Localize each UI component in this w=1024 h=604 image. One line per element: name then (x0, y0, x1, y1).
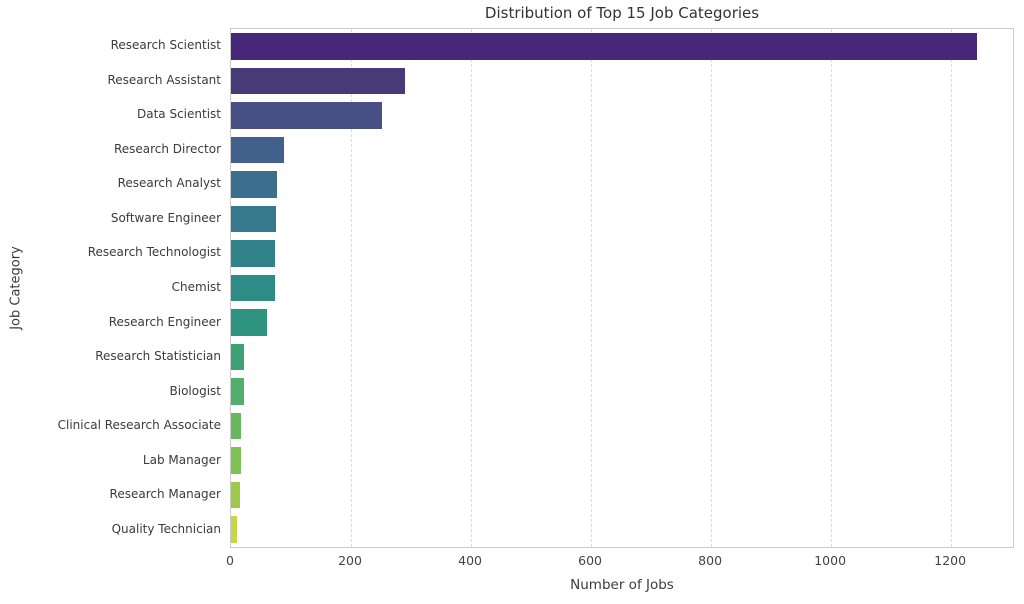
gridline (471, 29, 473, 547)
x-tick-label: 1000 (814, 553, 847, 568)
bar (231, 102, 383, 129)
gridline (831, 29, 833, 547)
bar (231, 516, 237, 543)
x-axis-title: Number of Jobs (570, 577, 674, 593)
category-label: Chemist (171, 279, 221, 294)
plot-area (230, 28, 1014, 548)
category-label: Research Scientist (110, 38, 221, 53)
bar (231, 343, 245, 371)
category-label: Research Engineer (108, 314, 221, 329)
category-label: Research Statistician (95, 349, 221, 364)
bar (231, 240, 276, 267)
gridline (351, 29, 353, 547)
bar (231, 67, 406, 95)
category-label: Data Scientist (137, 107, 221, 122)
category-label: Research Director (113, 141, 221, 156)
x-axis-tick-labels: 0 200 400 600 800 1000 1200 (226, 553, 1014, 571)
category-label: Clinical Research Associate (57, 418, 221, 433)
bar (231, 447, 242, 474)
x-tick-label: 1200 (934, 553, 967, 568)
x-tick-label: 0 (226, 553, 234, 568)
gridline (711, 29, 713, 547)
category-label: Lab Manager (142, 452, 221, 467)
category-label: Research Analyst (117, 176, 221, 191)
bar (231, 309, 267, 336)
category-label: Research Manager (109, 487, 221, 502)
gridline (591, 29, 593, 547)
gridline (951, 29, 953, 547)
category-label: Software Engineer (110, 210, 221, 225)
x-tick-label: 800 (698, 553, 723, 568)
chart-title: Distribution of Top 15 Job Categories (484, 4, 760, 22)
bar (231, 481, 240, 509)
bar (231, 205, 276, 233)
bar (231, 171, 278, 198)
y-axis-tick-labels: Research Scientist Research Assistant Data… (0, 28, 221, 548)
category-label: Quality Technician (111, 521, 221, 536)
category-label: Biologist (169, 383, 222, 398)
category-label: Research Technologist (87, 245, 221, 260)
category-label: Research Assistant (107, 72, 221, 87)
bar (231, 412, 242, 440)
bar (231, 136, 284, 164)
x-tick-label: 600 (578, 553, 603, 568)
bar (231, 378, 244, 405)
bar (231, 33, 977, 60)
x-tick-label: 400 (458, 553, 482, 568)
bar (231, 274, 275, 302)
x-tick-label: 200 (338, 553, 362, 568)
